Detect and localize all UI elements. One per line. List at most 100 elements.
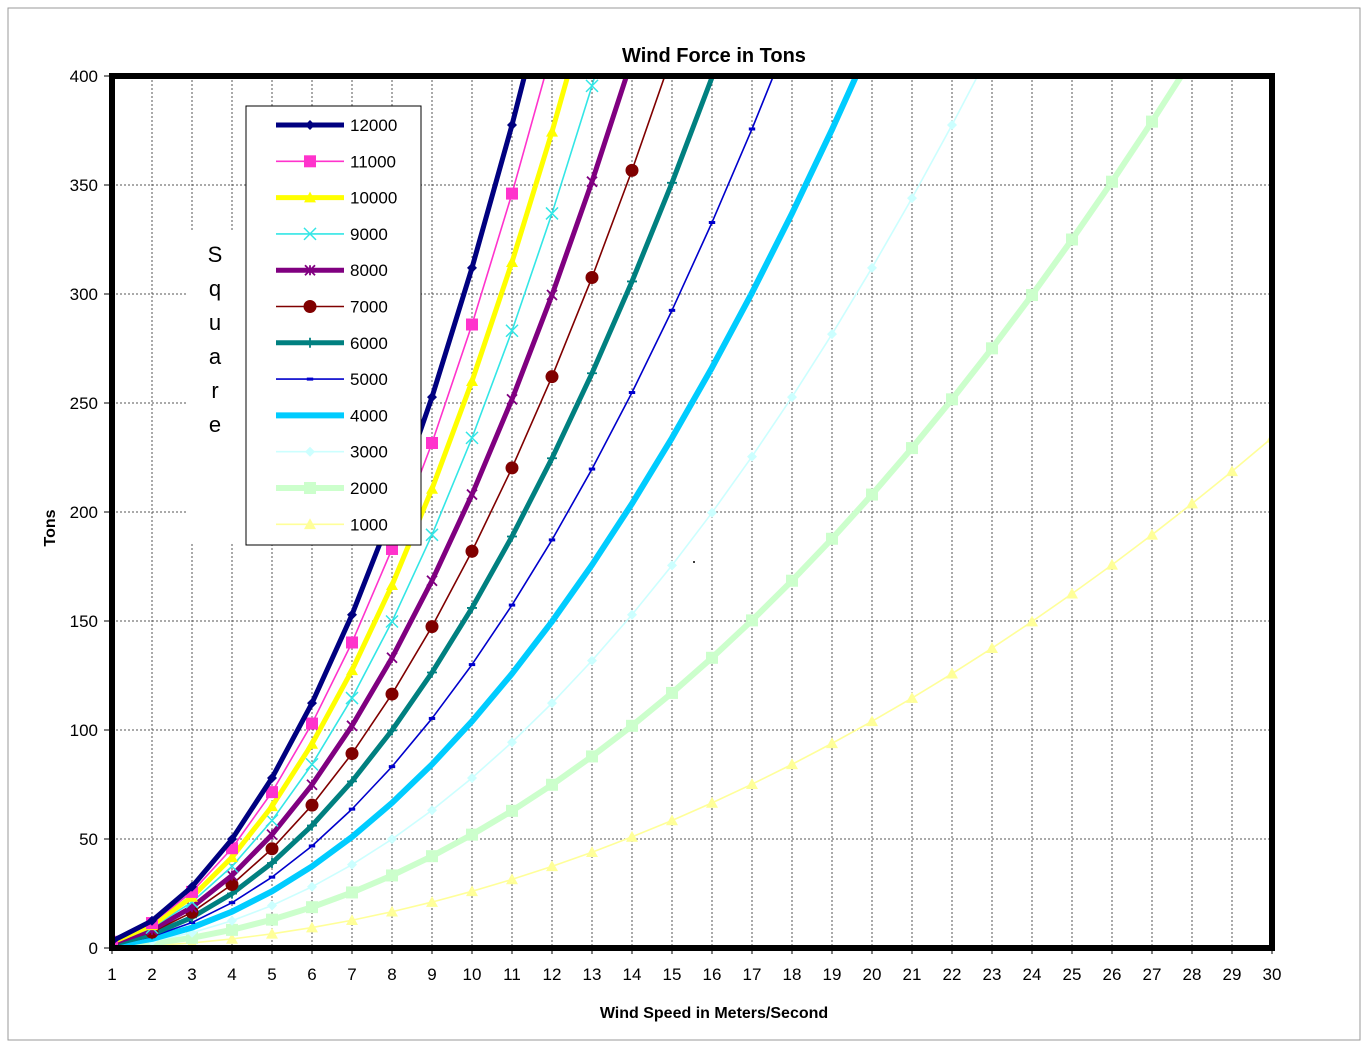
data-point [1186, 497, 1198, 509]
y-tick-label: 0 [89, 939, 98, 958]
data-point [386, 579, 398, 591]
data-point [266, 800, 278, 812]
legend-item-11000: 11000 [276, 152, 396, 171]
data-point [986, 642, 998, 653]
data-point [1106, 558, 1118, 570]
data-point [708, 220, 716, 224]
legend-label: 8000 [350, 261, 388, 280]
data-point [627, 609, 637, 620]
series-line-7000 [112, 76, 666, 945]
series-line-12000 [112, 76, 528, 944]
legend-label: 11000 [350, 152, 396, 171]
data-point [306, 921, 318, 933]
data-point [467, 262, 477, 273]
data-point [305, 757, 319, 771]
x-axis-label: Wind Speed in Meters/Second [600, 1005, 828, 1022]
x-tick-label: 30 [1263, 965, 1282, 984]
data-point [426, 482, 438, 494]
data-point [506, 187, 518, 200]
legend-marker [304, 155, 316, 168]
data-point [388, 765, 396, 769]
x-tick-label: 29 [1223, 965, 1242, 984]
data-point [267, 772, 277, 783]
series-line-3000 [112, 76, 979, 948]
data-point [547, 453, 557, 464]
legend-label: 10000 [350, 189, 397, 208]
data-point [186, 931, 198, 944]
data-point [425, 528, 439, 542]
legend-item-4000: 4000 [276, 406, 388, 425]
data-point [866, 488, 878, 501]
data-point [426, 896, 438, 907]
data-point [468, 663, 476, 667]
data-point [546, 778, 558, 791]
series-line-2000 [112, 76, 1185, 948]
data-point [147, 915, 157, 926]
series-1000 [112, 431, 1272, 948]
data-point [947, 120, 957, 131]
x-axis-ticks: 1 2 3 4 5 6 7 8 9 10 11 12 13 14 15 16 17 18 19 20 21 22 23 24 2… [107, 948, 1281, 984]
data-point [508, 603, 516, 607]
series-line-6000 [112, 76, 716, 948]
y-axis-ticks: 0 50 100 150 200 250 300 350 400 [70, 67, 112, 958]
data-point [386, 905, 398, 917]
x-tick-label: 14 [623, 965, 642, 984]
data-point [428, 716, 436, 720]
data-point [466, 488, 478, 501]
series-9000 [112, 76, 599, 948]
legend-box [245, 105, 422, 546]
data-point [585, 270, 599, 284]
data-point [866, 715, 878, 727]
legend-item-9000: 9000 [276, 225, 388, 244]
legend-marker [305, 120, 315, 130]
series-line-5000 [112, 76, 775, 946]
data-point [466, 885, 478, 897]
data-point [907, 193, 917, 204]
data-point [345, 747, 359, 761]
data-point [505, 324, 519, 338]
x-tick-label: 12 [543, 965, 562, 984]
x-tick-label: 4 [227, 965, 236, 984]
data-point [306, 901, 318, 914]
x-tick-label: 5 [267, 965, 276, 984]
legend-marker [304, 482, 316, 494]
data-point [546, 125, 558, 137]
data-point [347, 776, 357, 787]
series-line-9000 [112, 76, 596, 944]
data-point [427, 667, 437, 678]
data-point [626, 719, 638, 732]
x-tick-label: 17 [743, 965, 762, 984]
data-point [507, 531, 517, 542]
data-point [666, 686, 678, 699]
data-point [545, 370, 559, 384]
x-tick-label: 18 [783, 965, 802, 984]
data-point [787, 392, 797, 403]
data-point [666, 814, 678, 826]
data-point [347, 859, 357, 870]
data-point [346, 914, 358, 926]
legend: 12000 11000 10000 9000 8000 7000 6000 5000 4000 3… [245, 105, 422, 546]
data-point [386, 542, 398, 555]
data-point [747, 451, 757, 462]
legend-item-8000: 8000 [276, 261, 388, 280]
data-point [266, 913, 278, 926]
data-point [627, 276, 637, 287]
data-point [267, 857, 277, 868]
data-point [1066, 587, 1078, 599]
data-point [625, 163, 639, 177]
data-point [547, 698, 557, 709]
series-4000 [112, 76, 860, 948]
data-point [707, 507, 717, 518]
data-point [506, 393, 518, 405]
x-tick-label: 15 [663, 965, 682, 984]
legend-marker [305, 337, 315, 348]
series-line-8000 [112, 76, 630, 946]
data-point [506, 804, 518, 817]
data-point [466, 375, 478, 386]
series-8000 [112, 76, 630, 948]
data-point [1026, 615, 1038, 627]
legend-marker [303, 227, 317, 241]
